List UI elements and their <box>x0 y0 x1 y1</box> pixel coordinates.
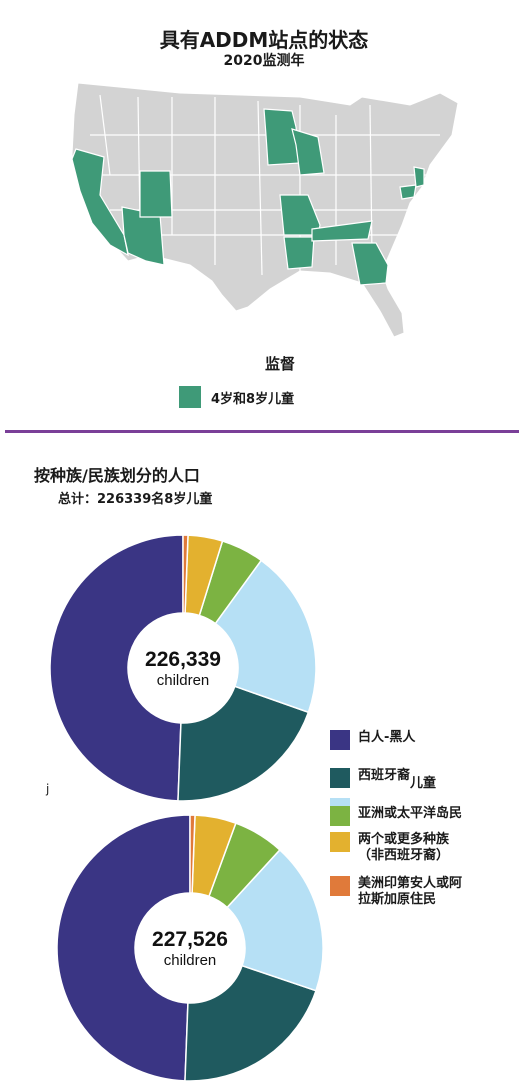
state-utah <box>139 170 173 218</box>
us-map <box>71 82 459 338</box>
donut-slice <box>214 559 317 714</box>
map-legend-title: 监督 <box>264 355 295 373</box>
legend-extra-label: 儿童 <box>410 776 437 791</box>
legend-label: 白人-黑人 <box>358 730 416 745</box>
state-arkansas <box>283 236 315 270</box>
state-maryland <box>399 184 417 200</box>
legend-item: 两个或更多种族 （非西班牙裔） <box>330 832 449 864</box>
state-border <box>257 100 263 276</box>
legend-item: 西班牙裔 儿童 <box>330 768 437 806</box>
stray-mark: j <box>46 782 50 796</box>
donut-slice <box>184 964 317 1082</box>
donut-center-value: 227,526 <box>152 928 228 951</box>
donut-slice <box>56 814 191 1082</box>
donut-center-label: children <box>157 672 210 689</box>
state-wisconsin <box>291 128 325 176</box>
donut-center-value: 226,339 <box>145 648 221 671</box>
legend-label: 西班牙裔 <box>358 768 411 783</box>
map-legend-label: 4岁和8岁儿童 <box>211 391 295 407</box>
legend-swatch <box>330 876 350 896</box>
population-title: 按种族/民族划分的人口 <box>34 466 200 485</box>
donut-slice <box>177 685 310 802</box>
map-legend-swatch <box>179 386 201 408</box>
state-california <box>71 148 129 257</box>
legend-item: 亚洲或太平洋岛民 <box>330 806 462 826</box>
legend-swatch <box>330 768 350 788</box>
legend-swatch-partial <box>330 798 350 806</box>
population-total: 总计：226339名8岁儿童 <box>58 492 213 507</box>
donut-center-label: children <box>164 952 217 969</box>
section-divider <box>5 430 519 433</box>
legend-swatch <box>330 730 350 750</box>
legend-swatch <box>330 806 350 826</box>
legend-swatch <box>330 832 350 852</box>
donut-slice <box>226 848 324 992</box>
legend-label: 美洲印第安人或阿 拉斯加原住民 <box>358 876 463 907</box>
donut-slice <box>182 534 189 614</box>
donut-hole <box>129 614 237 722</box>
legend-item: 白人-黑人 <box>330 730 415 750</box>
page-subtitle: 2020监测年 <box>223 53 305 69</box>
legend-item: 美洲印第安人或阿 拉斯加原住民 <box>330 876 462 908</box>
donut-slice <box>49 534 184 802</box>
state-border <box>369 104 373 256</box>
donut-slice <box>189 814 196 894</box>
legend-label: 两个或更多种族 （非西班牙裔） <box>358 832 450 863</box>
state-tennessee <box>311 220 373 242</box>
donut-hole <box>136 894 244 1002</box>
map-legend: 4岁和8岁儿童 <box>179 386 294 408</box>
state-georgia <box>351 242 389 286</box>
page-title: 具有ADDM站点的状态 <box>159 28 369 52</box>
state-new-jersey <box>413 166 425 188</box>
legend-label: 亚洲或太平洋岛民 <box>358 806 463 821</box>
